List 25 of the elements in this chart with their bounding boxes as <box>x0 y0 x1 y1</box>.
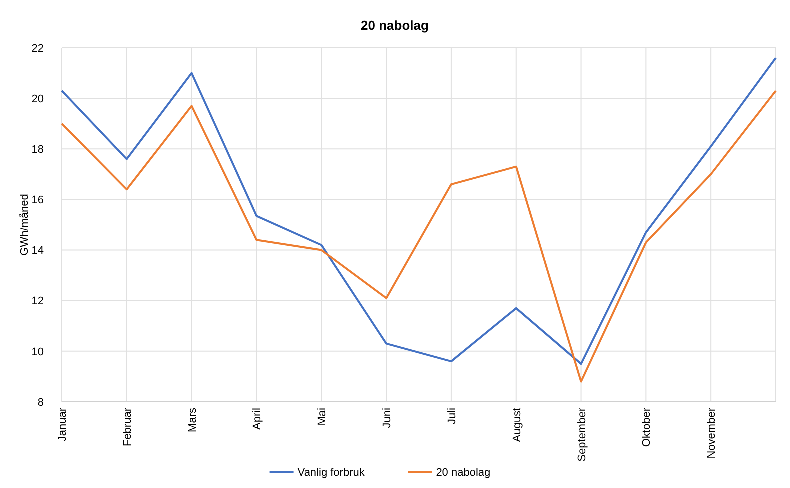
legend-label: 20 nabolag <box>436 467 491 479</box>
y-tick-label: 8 <box>38 396 44 409</box>
x-tick-label: Oktober <box>641 408 654 448</box>
line-series <box>61 57 777 366</box>
x-tick-label: Juli <box>446 408 458 425</box>
y-tick-label: 20 <box>32 93 44 106</box>
y-tick-label: 14 <box>32 245 44 258</box>
y-tick-label: 12 <box>32 296 44 308</box>
y-tick-label: 10 <box>32 346 44 358</box>
x-tick-label: November <box>706 408 718 459</box>
y-tick-label: 22 <box>32 42 44 55</box>
x-tick-label: April <box>252 408 264 430</box>
chart-title: 20 nabolag <box>361 18 430 33</box>
y-tick-label: 18 <box>32 144 44 156</box>
x-tick-label: Mai <box>316 408 329 426</box>
x-tick-label: Mars <box>186 408 199 432</box>
x-tick-label: August <box>511 408 524 442</box>
x-tick-label: September <box>576 408 588 462</box>
x-tick-label: Januar <box>57 408 69 442</box>
y-tick-label: 16 <box>32 194 44 207</box>
x-tick-label: Februar <box>122 408 134 447</box>
x-tick-label: Juni <box>382 408 394 428</box>
legend-label: Vanlig forbruk <box>298 467 366 479</box>
y-axis-title: GWh/måned <box>19 194 31 256</box>
line-series <box>61 90 777 383</box>
